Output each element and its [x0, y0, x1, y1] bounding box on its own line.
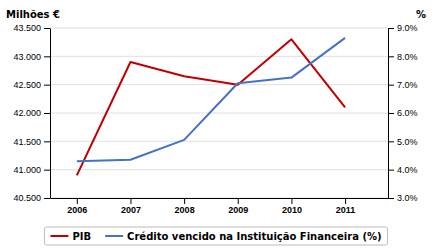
tick-label: 5.0%	[397, 137, 418, 147]
tick: 40.500	[13, 193, 50, 203]
tick-mark	[44, 141, 50, 142]
tick: 43.000	[13, 52, 50, 62]
tick: 41.000	[13, 165, 50, 175]
tick-label: 2008	[175, 205, 195, 215]
tick-label: 6.0%	[397, 108, 418, 118]
y-axis-label: Milhões €	[6, 9, 60, 20]
tick-label: 8.0%	[397, 52, 418, 62]
tick: 5.0%	[388, 137, 418, 147]
marks	[77, 38, 345, 175]
grid-line	[50, 198, 388, 199]
tick-mark	[44, 170, 50, 171]
tick-label: 3.0%	[397, 193, 418, 203]
grid-line	[50, 28, 388, 29]
legend-frame	[44, 227, 387, 245]
y2-axis-label: %	[416, 9, 426, 20]
tick-mark	[388, 141, 394, 142]
tick: 42.000	[13, 108, 50, 118]
tick-label: 2006	[67, 205, 87, 215]
tick: 3.0%	[388, 193, 418, 203]
grid-line	[50, 84, 388, 85]
legend-label: PIB	[72, 231, 91, 242]
series-line	[77, 38, 345, 161]
tick-label: 41.000	[13, 165, 41, 175]
tick-label: 43.000	[13, 52, 41, 62]
tick-label: 2010	[282, 205, 302, 215]
axis-line	[50, 29, 51, 199]
tick-mark	[388, 198, 394, 199]
tick-mark	[44, 198, 50, 199]
x-axis: 2006 2007 2008 2009 2010 2011	[51, 198, 389, 215]
legend-item: PIB	[50, 231, 91, 242]
tick-mark	[44, 56, 50, 57]
tick-label: 40.500	[13, 193, 41, 203]
tick-mark	[388, 56, 394, 57]
tick-label: 2011	[336, 205, 356, 215]
legend-swatch	[105, 235, 123, 237]
tick: 7.0%	[388, 80, 418, 90]
tick-mark	[388, 85, 394, 86]
tick: 4.0%	[388, 165, 418, 175]
tick: 2009	[228, 198, 248, 215]
legend-label: Crédito vencido na Instituição Financeir…	[127, 231, 381, 242]
tick: 9.0%	[388, 23, 418, 33]
grid-line	[50, 113, 388, 114]
series-line	[77, 39, 345, 175]
tick-mark	[291, 198, 292, 204]
tick: 43.500	[13, 23, 50, 33]
tick-label: 9.0%	[397, 23, 418, 33]
axis-line	[51, 198, 389, 199]
tick: 2007	[121, 198, 141, 215]
tick-mark	[345, 198, 346, 204]
tick-label: 42.000	[13, 108, 41, 118]
tick-mark	[184, 198, 185, 204]
tick-mark	[388, 113, 394, 114]
legend-swatch	[50, 235, 68, 237]
tick-mark	[44, 85, 50, 86]
tick-label: 42.500	[13, 80, 41, 90]
grid-line	[50, 169, 388, 170]
tick-mark	[44, 28, 50, 29]
tick-mark	[388, 28, 394, 29]
tick: 2008	[175, 198, 195, 215]
tick-label: 2007	[121, 205, 141, 215]
tick: 2010	[282, 198, 302, 215]
tick: 42.500	[13, 80, 50, 90]
tick-label: 7.0%	[397, 80, 418, 90]
y2-axis: 3.0% 4.0% 5.0% 6.0% 7.0% 8.0% 9.0%	[388, 23, 418, 203]
tick: 8.0%	[388, 52, 418, 62]
tick-mark	[77, 198, 78, 204]
grid	[50, 28, 388, 198]
tick-mark	[130, 198, 131, 204]
y-axis: 40.500 41.000 41.500 42.000 42.500 43.000 43.5…	[13, 23, 50, 203]
legend-item: Crédito vencido na Instituição Financeir…	[105, 231, 381, 242]
legend: PIB Crédito vencido na Instituição Financ…	[44, 227, 387, 245]
tick: 2011	[336, 198, 356, 215]
tick-mark	[388, 170, 394, 171]
grid-line	[50, 141, 388, 142]
plot: 2006 2007 2008 2009 2010 2011 40.500 41.000 41.5…	[13, 23, 417, 215]
tick-label: 41.500	[13, 137, 41, 147]
chart: 2006 2007 2008 2009 2010 2011 40.500 41.000 41.5…	[0, 0, 432, 250]
tick-label: 43.500	[13, 23, 41, 33]
tick-mark	[44, 113, 50, 114]
tick: 2006	[67, 198, 87, 215]
tick: 41.500	[13, 137, 50, 147]
tick-label: 2009	[228, 205, 248, 215]
tick-label: 4.0%	[397, 165, 418, 175]
grid-line	[50, 56, 388, 57]
tick: 6.0%	[388, 108, 418, 118]
tick-mark	[238, 198, 239, 204]
